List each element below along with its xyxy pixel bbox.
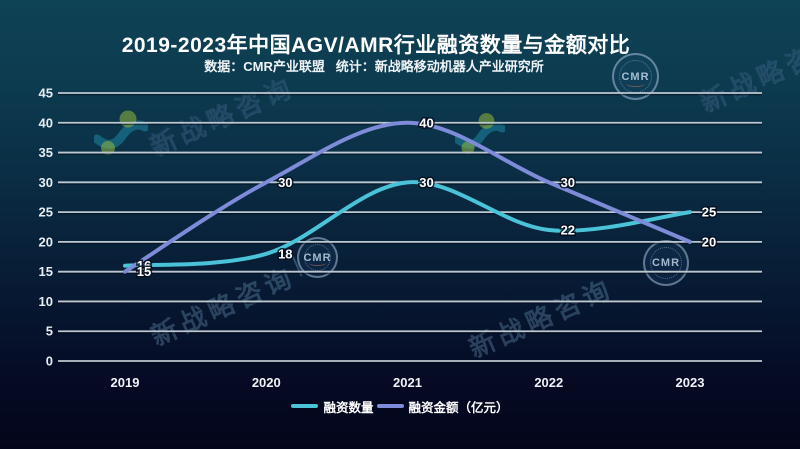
y-axis-tick-label: 30 [39, 175, 53, 190]
legend-item-financing-amount: 融资金额（亿元） [376, 397, 509, 416]
legend-swatch-amount [376, 403, 404, 409]
data-point-label: 18 [278, 246, 292, 261]
data-point-label: 40 [419, 115, 433, 130]
y-axis-tick-label: 20 [39, 234, 53, 249]
legend-label-count: 融资数量 [323, 400, 374, 415]
y-axis-tick-label: 15 [39, 264, 53, 279]
y-axis-tick-label: 40 [39, 115, 53, 130]
data-point-label: 15 [137, 264, 151, 279]
data-point-label: 30 [561, 175, 575, 190]
data-point-label: 30 [278, 175, 292, 190]
y-axis-tick-label: 0 [46, 354, 53, 369]
y-axis-tick-label: 10 [39, 294, 53, 309]
x-axis-tick-label: 2023 [676, 375, 705, 390]
y-axis-tick-label: 35 [39, 145, 53, 160]
series-line-financing-count [123, 180, 692, 268]
x-axis-tick-label: 2022 [534, 375, 563, 390]
y-axis-tick-label: 45 [39, 86, 53, 101]
data-point-label: 16 [137, 258, 151, 273]
legend-label-amount: 融资金额（亿元） [408, 400, 509, 415]
x-axis-tick-label: 2021 [393, 375, 422, 390]
y-axis-tick-label: 25 [39, 205, 53, 220]
data-point-label: 20 [702, 234, 716, 249]
x-axis-tick-label: 2019 [111, 375, 140, 390]
chart-subtitle: 数据：CMR产业联盟 统计：新战略移动机器人产业研究所 [204, 59, 544, 74]
legend-item-financing-count: 融资数量 [291, 397, 374, 416]
legend: 融资数量 融资金额（亿元） [0, 397, 800, 415]
legend-swatch-count [291, 403, 319, 409]
y-axis-tick-label: 5 [46, 324, 53, 339]
data-point-label: 22 [561, 222, 575, 237]
page-title: 2019-2023年中国AGV/AMR行业融资数量与金额对比 [121, 34, 631, 57]
data-point-label: 25 [702, 205, 716, 220]
x-axis-tick-label: 2020 [252, 375, 281, 390]
series-line-financing-amount [123, 120, 692, 274]
data-point-label: 30 [419, 175, 433, 190]
